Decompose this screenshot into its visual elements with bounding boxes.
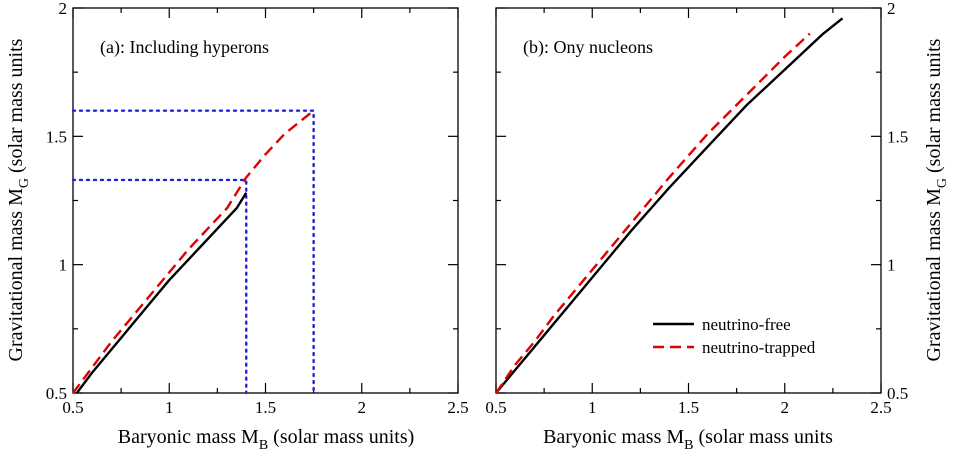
panel-a-ytick-label: 0.5 (46, 384, 67, 403)
panel-a-ticks: 0.5 1 1.5 2 2.5 0.5 1 1.5 2 (46, 0, 469, 417)
panel-a-ytick-label: 1 (59, 256, 68, 275)
panel-b-xlabel: Baryonic mass MB (solar mass units (543, 426, 833, 453)
panel-a: 0.5 1 1.5 2 2.5 0.5 1 1.5 2 (a): Including hyper… (5, 0, 469, 453)
panel-b-label: (b): Ony nucleons (523, 37, 653, 58)
panel-a-frame (72, 7, 459, 394)
panel-a-ylabel: Gravitational mass MG (solar mass units (5, 38, 32, 361)
panel-b-ytick-label: 1 (887, 256, 896, 275)
panel-a-xlabel: Baryonic mass MB (solar mass units) (118, 426, 415, 453)
panel-a-xtick-label: 2 (358, 398, 367, 417)
panel-a-guide-1 (71, 178, 248, 395)
legend-trapped-label: neutrino-trapped (702, 338, 816, 357)
panel-b-ytick-label: 1.5 (887, 127, 908, 146)
panel-b-xtick-label: 0.5 (485, 398, 506, 417)
panel-b-series-neutrino-free (495, 17, 844, 394)
panel-b: 0.5 1 1.5 2 2.50.511.52 (b): Ony nucleons Ba… (485, 0, 950, 453)
panel-b-xtick-label: 2 (781, 398, 790, 417)
panel-a-ytick-label: 2 (59, 0, 68, 18)
panel-b-series (495, 17, 844, 394)
panel-a-ytick-label: 1.5 (46, 127, 67, 146)
panel-b-frame (495, 7, 882, 394)
panel-a-series-neutrino-trapped (72, 109, 315, 394)
panel-a-guide-2 (71, 109, 315, 395)
panel-b-ylabel: Gravitational mass MG (solar mass units (923, 38, 950, 361)
panel-a-series-neutrino-free (75, 192, 248, 394)
panel-a-guides (71, 109, 315, 395)
panel-b-ytick-label: 0.5 (887, 384, 908, 403)
panel-a-xtick-label: 0.5 (62, 398, 83, 417)
panel-a-series (72, 109, 315, 394)
panel-a-xtick-label: 1 (165, 398, 174, 417)
panel-b-xtick-label: 1 (588, 398, 597, 417)
legend-free-label: neutrino-free (702, 315, 791, 334)
panel-b-series-neutrino-trapped (495, 32, 811, 394)
panel-a-xtick-label: 1.5 (255, 398, 276, 417)
panel-b-ytick-label: 2 (887, 0, 896, 18)
panel-b-ticks: 0.5 1 1.5 2 2.50.511.52 (485, 0, 908, 417)
panel-b-xtick-label: 2.5 (870, 398, 891, 417)
panel-a-label: (a): Including hyperons (100, 37, 269, 58)
panel-a-xtick-label: 2.5 (447, 398, 468, 417)
panel-b-xtick-label: 1.5 (678, 398, 699, 417)
legend: neutrino-free neutrino-trapped (653, 315, 816, 357)
